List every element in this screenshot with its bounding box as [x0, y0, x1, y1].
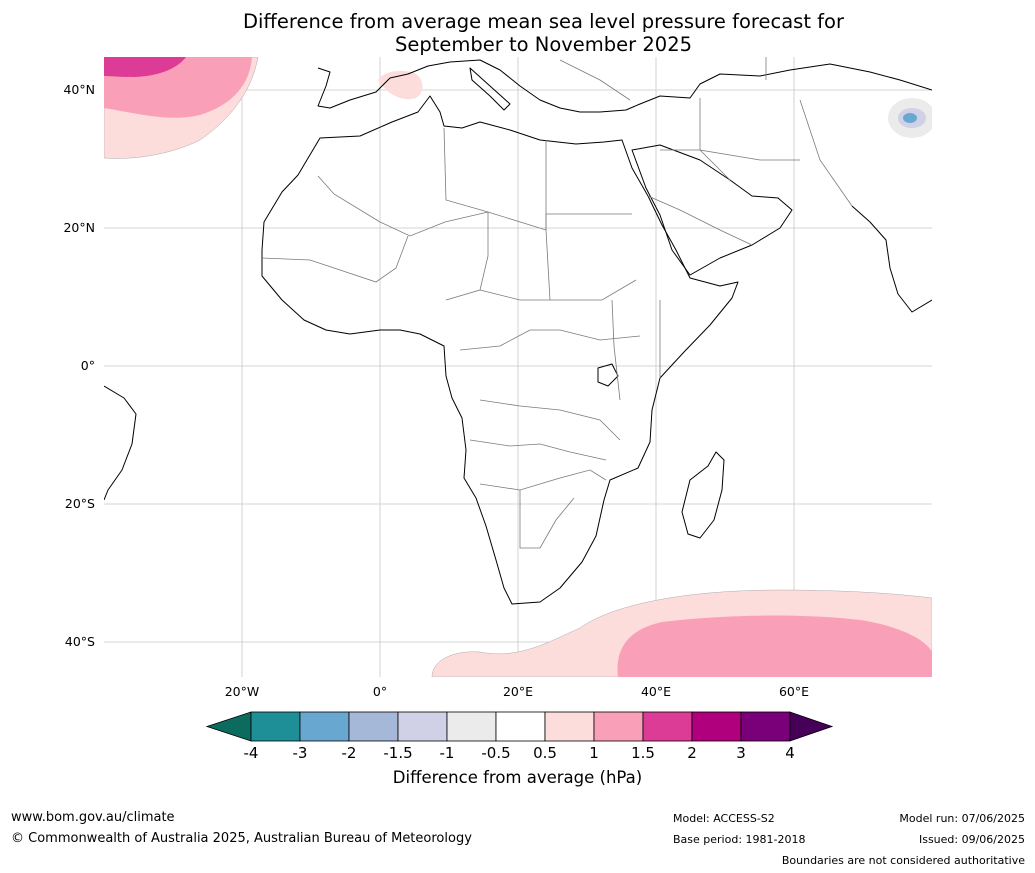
madagascar-coastline [681, 451, 725, 539]
colorbar-tick-label: -2 [341, 744, 357, 762]
africa-coastline [261, 95, 739, 605]
lat-label-0: 0° [80, 358, 95, 373]
colorbar-segment [299, 711, 350, 742]
map-title-line2: September to November 2025 [394, 33, 693, 56]
colorbar-tick-label: -4 [243, 744, 259, 762]
anomaly-contour-0.5-1-iberia [378, 70, 423, 100]
country-borders [261, 57, 853, 549]
colorbar-segment [495, 711, 546, 742]
lat-label-40s: 40°S [64, 634, 95, 649]
colorbar-tick-label: -1 [439, 744, 455, 762]
colorbar-tick-label: 3 [736, 744, 746, 762]
lat-label-20n: 20°N [63, 220, 95, 235]
colorbar-tick-label: 4 [785, 744, 795, 762]
map-title-line1: Difference from average mean sea level p… [243, 10, 844, 33]
lon-label-60e: 60°E [778, 684, 810, 699]
coastlines [104, 59, 932, 605]
colorbar-tick-label: -0.5 [481, 744, 511, 762]
footer-base-period: Base period: 1981-2018 [673, 833, 806, 846]
anomaly-contour-1-1.5-south-indian [617, 615, 932, 677]
colorbar-tick-label: 2 [687, 744, 697, 762]
footer-model: Model: ACCESS-S2 [673, 812, 775, 825]
colorbar-tick-label: -3 [292, 744, 308, 762]
anomaly-contour-1.5-2-north-atlantic [104, 57, 186, 77]
footer-issued: Issued: 09/06/2025 [918, 833, 1025, 846]
colorbar-tick-label: 1 [589, 744, 599, 762]
colorbar-segment [250, 711, 301, 742]
colorbar-title: Difference from average (hPa) [392, 768, 643, 787]
italy-coastline [469, 67, 511, 111]
colorbar-segment [593, 711, 644, 742]
anomaly-contour-negative-asia-inner [903, 113, 917, 123]
colorbar-segment [397, 711, 448, 742]
footer-copyright: © Commonwealth of Australia 2025, Austra… [11, 831, 472, 846]
india-coastline [851, 205, 932, 313]
footer-model-run: Model run: 07/06/2025 [899, 812, 1025, 825]
colorbar [205, 711, 834, 742]
lon-label-0: 0° [372, 684, 388, 699]
arabia-coastline [631, 144, 793, 276]
lat-label-40n: 40°N [63, 82, 95, 97]
lon-label-20e: 20°E [502, 684, 534, 699]
colorbar-segment [544, 711, 595, 742]
colorbar-tick-label: 1.5 [631, 744, 655, 762]
south-america-coastline [104, 385, 137, 501]
map-area [104, 57, 932, 677]
colorbar-segment [740, 711, 791, 742]
graticule [104, 57, 932, 677]
colorbar-extend-high [789, 711, 834, 742]
footer-disclaimer: Boundaries are not considered authoritat… [781, 854, 1025, 867]
colorbar-tick-label: -1.5 [383, 744, 413, 762]
colorbar-segment [691, 711, 742, 742]
colorbar-segment [348, 711, 399, 742]
colorbar-segment [446, 711, 497, 742]
lon-label-40e: 40°E [640, 684, 672, 699]
lake-victoria [597, 363, 619, 387]
colorbar-extend-low [205, 711, 252, 742]
lat-label-20s: 20°S [64, 496, 95, 511]
europe-coastline [317, 59, 932, 113]
colorbar-tick-label: 0.5 [533, 744, 557, 762]
lon-label-20w: 20°W [224, 684, 260, 699]
footer-website: www.bom.gov.au/climate [11, 810, 175, 825]
colorbar-segment [642, 711, 693, 742]
